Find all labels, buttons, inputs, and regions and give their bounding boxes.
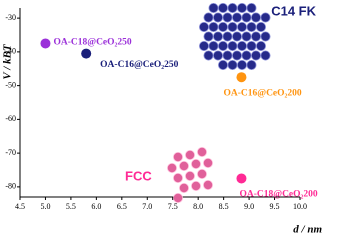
y-tick-label: -40 [5, 47, 16, 56]
cluster-sphere [236, 60, 247, 71]
cluster-sphere [208, 3, 219, 13]
cluster-sphere [227, 21, 238, 32]
cluster-sphere [236, 3, 247, 13]
x-tick-label: 6.5 [117, 202, 127, 211]
cluster-sphere [231, 12, 242, 23]
cluster-sphere [196, 168, 207, 179]
cluster-sphere [217, 3, 228, 13]
cluster-sphere [217, 21, 228, 32]
cluster-sphere [172, 151, 183, 162]
cluster-sphere [196, 146, 207, 157]
cluster-sphere [217, 41, 228, 52]
cluster-sphere [202, 179, 213, 190]
cluster-sphere [255, 41, 266, 52]
data-point [81, 48, 92, 59]
cluster-sphere [208, 21, 219, 32]
cluster-sphere [231, 50, 242, 61]
cluster-sphere [166, 162, 177, 173]
y-tick-label: -30 [5, 13, 16, 22]
cluster-sphere [227, 3, 238, 13]
cluster-sphere [241, 31, 252, 42]
cluster-sphere [227, 60, 238, 71]
cluster-sphere [246, 41, 257, 52]
x-tick-label: 6.0 [91, 202, 101, 211]
x-tick-label: 5.0 [40, 202, 50, 211]
cluster-sphere [255, 21, 266, 32]
cluster-sphere [208, 41, 219, 52]
cluster-sphere [222, 31, 233, 42]
cluster-sphere [190, 158, 201, 169]
point-label: OA-C18@CeO₂250 [53, 38, 131, 48]
cluster-sphere [203, 50, 214, 61]
cluster-sphere [260, 50, 271, 61]
data-point [236, 173, 247, 184]
cluster-sphere [241, 50, 252, 61]
y-axis-label: V / kBT [2, 43, 14, 80]
x-tick-label: 8.5 [219, 202, 229, 211]
cluster-sphere [222, 12, 233, 23]
cluster-sphere [212, 50, 223, 61]
x-tick-label: 10.0 [293, 202, 307, 211]
cluster-sphere [250, 31, 261, 42]
annotation: C14 FK [271, 3, 316, 18]
cluster-sphere [178, 182, 189, 193]
cluster-sphere [172, 172, 183, 183]
cluster-sphere [231, 31, 242, 42]
cluster-sphere [203, 12, 214, 23]
y-tick-label: -80 [5, 182, 16, 191]
cluster-sphere [212, 12, 223, 23]
x-tick-label: 4.5 [15, 202, 25, 211]
cluster-sphere [184, 149, 195, 160]
x-tick-label: 8.0 [193, 202, 203, 211]
x-tick-label: 5.5 [66, 202, 76, 211]
cluster-sphere [198, 41, 209, 52]
cluster-sphere [184, 170, 195, 181]
x-tick-label: 7.5 [168, 202, 178, 211]
cluster-sphere [178, 160, 189, 171]
point-label: OA-C16@CeO₂250 [100, 60, 178, 70]
point-label: OA-C16@CeO₂200 [223, 88, 301, 98]
cluster-sphere [260, 31, 271, 42]
cluster-sphere [202, 157, 213, 168]
cluster-sphere [241, 12, 252, 23]
cluster-sphere [172, 192, 183, 203]
cluster-sphere [198, 21, 209, 32]
x-tick-label: 7.0 [142, 202, 152, 211]
cluster-sphere [227, 41, 238, 52]
cluster-sphere [236, 21, 247, 32]
y-tick-label: -60 [5, 114, 16, 123]
x-axis-label: d / nm [293, 224, 322, 236]
y-tick-label: -70 [5, 148, 16, 157]
cluster-sphere [212, 31, 223, 42]
cluster-sphere [217, 60, 228, 71]
y-tick-label: -50 [5, 80, 16, 89]
cluster-sphere [250, 12, 261, 23]
data-point [40, 38, 51, 49]
cluster-sphere [222, 50, 233, 61]
cluster-sphere [246, 3, 257, 13]
cluster-sphere [260, 12, 271, 23]
cluster-sphere [203, 31, 214, 42]
cluster-sphere [246, 21, 257, 32]
x-tick-label: 9.5 [270, 202, 280, 211]
cluster-sphere [246, 60, 257, 71]
cluster-sphere [190, 180, 201, 191]
cluster-sphere [250, 50, 261, 61]
point-label: OA-C18@CeO₂200 [239, 190, 317, 200]
annotation: FCC [125, 168, 152, 183]
x-tick-label: 9.0 [244, 202, 254, 211]
data-point [236, 72, 247, 83]
cluster-sphere [236, 41, 247, 52]
